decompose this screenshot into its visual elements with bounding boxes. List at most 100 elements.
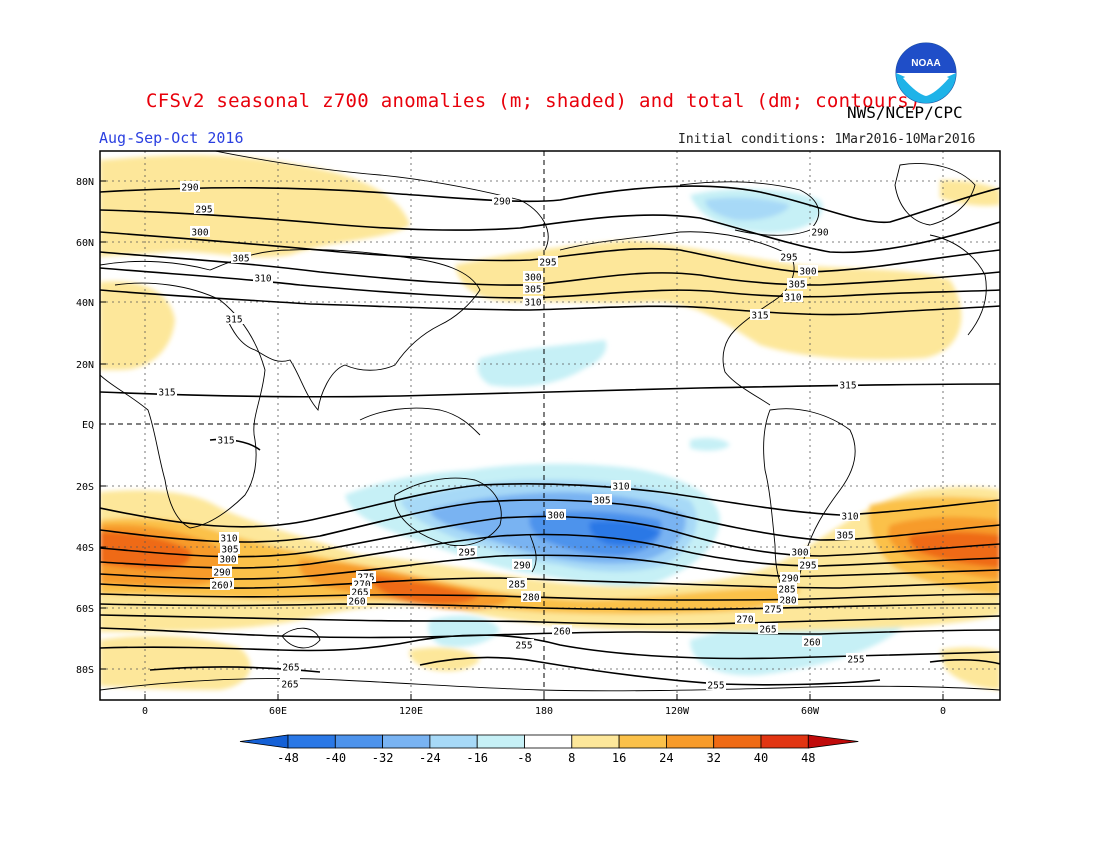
- contour-label: 295: [780, 253, 797, 264]
- colorbar-tick-label: -32: [372, 751, 394, 765]
- colorbar-tick-label: 8: [568, 751, 575, 765]
- contour-label: 305: [836, 531, 853, 542]
- contour-label: 265: [282, 663, 299, 674]
- contour-label-bg: [538, 256, 558, 267]
- contour-label-bg: [552, 625, 572, 636]
- contour-label-bg: [350, 586, 370, 597]
- color-bar: -48 -40 -32 -24 -16 -8 8 16 24 32 40 48: [239, 734, 859, 765]
- contour-label: 305: [524, 285, 541, 296]
- contour-label: 290: [181, 183, 198, 194]
- contour-label-bg: [763, 603, 783, 614]
- lat-label: 80S: [76, 665, 94, 676]
- colorbar-tick-label: -48: [277, 751, 299, 765]
- contour-label-bg: [231, 252, 251, 263]
- contour-label: 290: [213, 568, 230, 579]
- lat-label: 20N: [76, 360, 94, 371]
- logo-text: NOAA: [911, 58, 940, 69]
- contour-label: 255: [847, 655, 864, 666]
- colorbar-tick-label: -8: [517, 751, 531, 765]
- contour-label-bg: [798, 265, 818, 276]
- lat-label: 60S: [76, 604, 94, 615]
- contour-label: 310: [784, 293, 801, 304]
- contour-label-bg: [846, 653, 866, 664]
- contour-label-bg: [253, 272, 273, 283]
- map-frame: [99, 150, 1001, 701]
- lat-label: 20S: [76, 482, 94, 493]
- contour-label: 255: [515, 641, 532, 652]
- contour-label-bg: [780, 572, 800, 583]
- contour-label-bg: [777, 583, 797, 594]
- contour-label-bg: [810, 226, 830, 237]
- contour-label: 290: [811, 228, 828, 239]
- contour-label: 310: [524, 298, 541, 309]
- contour-label-bg: [611, 480, 631, 491]
- contour-label: 290: [781, 574, 798, 585]
- contour-label: 315: [751, 311, 768, 322]
- contour-label: 295: [539, 258, 556, 269]
- contour-label-bg: [347, 595, 367, 606]
- lon-label: 60E: [269, 706, 287, 717]
- lat-label: 40N: [76, 298, 94, 309]
- contour-label: 300: [791, 548, 808, 559]
- contour-label: 260: [348, 597, 365, 608]
- contour-label-bg: [706, 679, 726, 690]
- colorbar-tick-label: 24: [659, 751, 673, 765]
- lat-label: EQ: [82, 420, 94, 431]
- initial-conditions-label: Initial conditions: 1Mar2016-10Mar2016: [678, 132, 976, 147]
- contour-label-bg: [210, 579, 230, 590]
- colorbar-segment: [382, 734, 431, 749]
- colorbar-tick-label: -16: [466, 751, 488, 765]
- contour-label-bg: [220, 543, 240, 554]
- contour-label-bg: [790, 546, 810, 557]
- contour-label-bg: [224, 313, 244, 324]
- contour-label: 315: [225, 315, 242, 326]
- agency-label: NWS/NCEP/CPC: [847, 103, 963, 122]
- colorbar-min-arrow: [239, 734, 289, 749]
- contour-label: 255: [707, 681, 724, 692]
- colorbar-segment: [524, 734, 573, 749]
- lon-label: 120E: [399, 706, 423, 717]
- contour-label: 310: [612, 482, 629, 493]
- contour-label: 315: [839, 381, 856, 392]
- contour-label: 310: [254, 274, 271, 285]
- contour-label: 315: [217, 436, 234, 447]
- contour-label-bg: [787, 278, 807, 289]
- colorbar-segment: [760, 734, 809, 749]
- contour-label: 290: [513, 561, 530, 572]
- lon-label: 0: [940, 706, 946, 717]
- contour-label-bg: [835, 529, 855, 540]
- contour-label-bg: [212, 566, 232, 577]
- contour-label: 265: [759, 625, 776, 636]
- contour-label-bg: [798, 559, 818, 570]
- contour-label-bg: [194, 203, 214, 214]
- contour-label-bg: [157, 386, 177, 397]
- contour-label: 295: [458, 548, 475, 559]
- season-label: Aug-Sep-Oct 2016: [99, 129, 244, 147]
- lon-label: 120W: [665, 706, 690, 717]
- contour-label: 285: [778, 585, 795, 596]
- coastlines: [100, 151, 1000, 692]
- contour-label-bg: [779, 251, 799, 262]
- contour-label-bg: [457, 546, 477, 557]
- contour-label: 295: [195, 205, 212, 216]
- colorbar-max-arrow: [807, 734, 859, 749]
- contour-label-bg: [523, 271, 543, 282]
- contour-label: 260: [553, 627, 570, 638]
- colorbar-segment: [476, 734, 525, 749]
- contour-label: 305: [788, 280, 805, 291]
- lon-label: 180: [535, 706, 553, 717]
- contour-label: 270: [353, 580, 370, 591]
- contour-label: 300: [547, 511, 564, 522]
- contour-label: 290: [493, 197, 510, 208]
- contour-label: 300: [191, 228, 208, 239]
- contour-label: 300: [524, 273, 541, 284]
- contour-label-bg: [758, 623, 778, 634]
- map-title: CFSv2 seasonal z700 anomalies (m; shaded…: [146, 90, 921, 112]
- contour-label-bg: [592, 494, 612, 505]
- contour-label: 280: [779, 596, 796, 607]
- contour-label-bg: [352, 578, 372, 589]
- contour-label-bg: [840, 510, 860, 521]
- contour-label: 275: [764, 605, 781, 616]
- colorbar-segment: [666, 734, 715, 749]
